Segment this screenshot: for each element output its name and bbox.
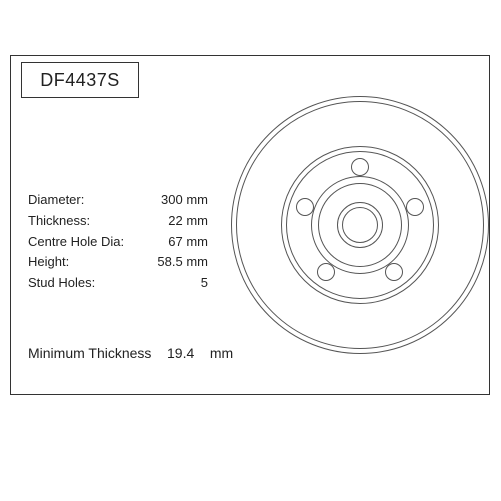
stud-hole (385, 263, 403, 281)
spec-label: Stud Holes: (28, 273, 148, 294)
min-thickness-value: 19.4 (167, 345, 194, 361)
stud-hole (317, 263, 335, 281)
spec-value: 58.5 mm (148, 252, 208, 273)
spec-label: Height: (28, 252, 148, 273)
min-thickness-label: Minimum Thickness (28, 345, 151, 361)
stud-hole (296, 198, 314, 216)
part-number: DF4437S (40, 70, 120, 91)
spec-label: Diameter: (28, 190, 148, 211)
spec-row-height: Height: 58.5 mm (28, 252, 208, 273)
stud-hole (351, 158, 369, 176)
rotor-circle (342, 207, 378, 243)
spec-value: 300 mm (148, 190, 208, 211)
spec-row-stud-holes: Stud Holes: 5 (28, 273, 208, 294)
rotor-diagram (230, 95, 490, 355)
spec-list: Diameter: 300 mm Thickness: 22 mm Centre… (28, 190, 208, 294)
spec-label: Centre Hole Dia: (28, 232, 148, 253)
spec-value: 22 mm (148, 211, 208, 232)
spec-value: 5 (148, 273, 208, 294)
spec-row-diameter: Diameter: 300 mm (28, 190, 208, 211)
minimum-thickness: Minimum Thickness 19.4 mm (28, 345, 233, 361)
canvas: DF4437S Diameter: 300 mm Thickness: 22 m… (0, 0, 501, 501)
spec-row-thickness: Thickness: 22 mm (28, 211, 208, 232)
spec-label: Thickness: (28, 211, 148, 232)
spec-value: 67 mm (148, 232, 208, 253)
part-number-box: DF4437S (21, 62, 139, 98)
spec-row-centre-hole: Centre Hole Dia: 67 mm (28, 232, 208, 253)
